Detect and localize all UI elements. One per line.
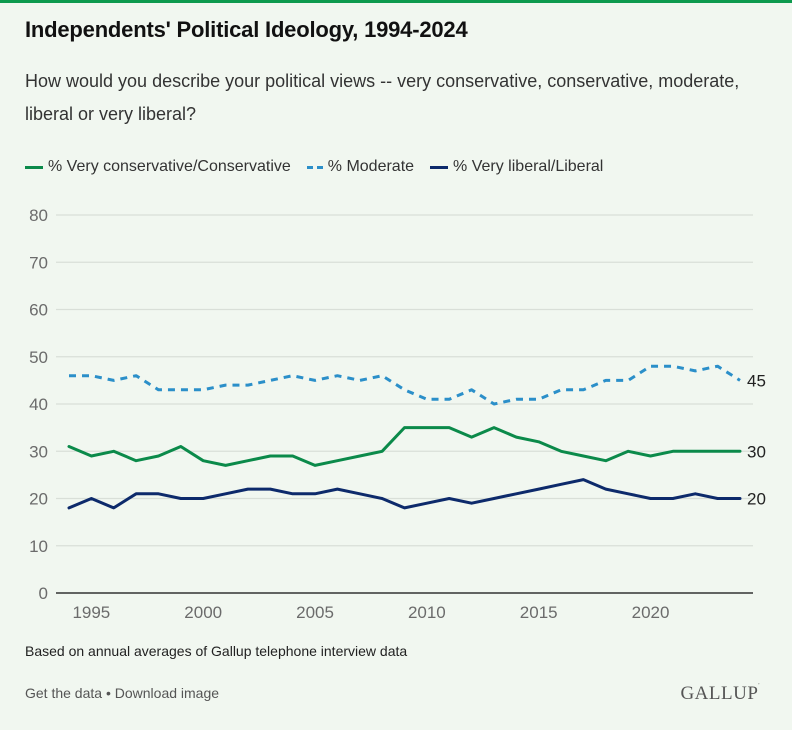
legend-swatch-liberal (430, 165, 449, 169)
x-tick-label: 2015 (520, 603, 558, 618)
series-lines (67, 364, 742, 510)
y-tick-label: 70 (29, 253, 48, 272)
legend-label-moderate: % Moderate (327, 158, 415, 175)
x-tick-label: 1995 (72, 603, 110, 618)
x-axis-ticks: 1995 2000 2005 2010 2015 2020 (72, 603, 669, 618)
legend-item-moderate: % Moderate (306, 158, 415, 176)
x-tick-label: 2020 (632, 603, 670, 618)
y-tick-label: 60 (29, 301, 48, 320)
legend-label-conservative: % Very conservative/Conservative (48, 158, 291, 175)
y-tick-label: 30 (29, 442, 48, 461)
logo-text: GALLUP (680, 683, 759, 704)
x-tick-label: 2010 (408, 603, 446, 618)
get-data-link[interactable]: Get the data (25, 685, 103, 701)
x-tick-label: 2000 (184, 603, 222, 618)
series-line-liberal (67, 478, 742, 510)
end-label-liberal: 20 (747, 490, 766, 509)
y-tick-label: 50 (29, 348, 48, 367)
y-tick-label: 10 (29, 537, 48, 556)
logo-mark: ' (758, 683, 760, 689)
download-image-link[interactable]: Download image (114, 685, 220, 701)
y-tick-label: 0 (39, 584, 48, 603)
y-axis-ticks: 0 10 20 30 40 50 60 70 80 (29, 206, 48, 603)
end-label-conservative: 30 (747, 442, 766, 461)
legend-item-conservative: % Very conservative/Conservative (25, 158, 291, 176)
legend-item-liberal: % Very liberal/Liberal (430, 158, 603, 176)
end-label-moderate: 45 (747, 371, 766, 390)
x-tick-label: 2005 (296, 603, 334, 618)
legend-swatch-conservative (25, 165, 43, 169)
y-tick-label: 80 (29, 206, 48, 225)
gallup-logo: GALLUP' (680, 683, 760, 705)
series-line-conservative (67, 426, 742, 467)
chart-subtitle: How would you describe your political vi… (25, 71, 740, 124)
legend-label-liberal: % Very liberal/Liberal (453, 158, 604, 175)
link-separator: • (102, 685, 115, 701)
gridlines (56, 214, 753, 547)
chart-title: Independents' Political Ideology, 1994-2… (25, 17, 468, 42)
legend-swatch-moderate (306, 165, 323, 169)
y-tick-label: 40 (29, 395, 48, 414)
footnote: Based on annual averages of Gallup telep… (25, 643, 408, 659)
line-chart: 0 10 20 30 40 50 60 70 80 1995 2000 2005 2010 2015 20… (29, 206, 766, 618)
y-tick-label: 20 (29, 490, 48, 509)
end-labels: 30 45 20 (747, 371, 766, 508)
footer-links: Get the data • Download image (25, 685, 219, 701)
legend: % Very conservative/Conservative % Moder… (25, 158, 619, 176)
series-line-moderate (69, 364, 741, 406)
